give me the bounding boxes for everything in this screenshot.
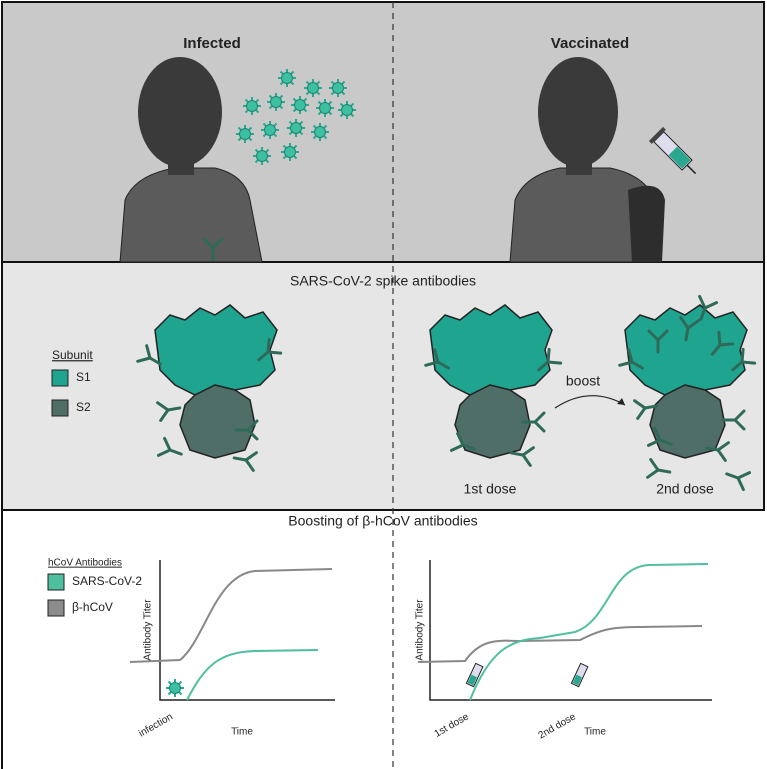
person-infected bbox=[119, 57, 263, 263]
legend-label: SARS-CoV-2 bbox=[72, 574, 142, 588]
virus bbox=[286, 118, 306, 138]
axis-label: Antibody Titer bbox=[143, 599, 154, 661]
virus bbox=[260, 120, 280, 140]
axis-label: Time bbox=[584, 727, 606, 738]
legend-swatch bbox=[47, 599, 65, 617]
legend-label: β-hCoV bbox=[72, 600, 113, 614]
legend-swatch bbox=[51, 399, 69, 417]
section-title: SARS-CoV-2 spike antibodies bbox=[290, 273, 476, 289]
axis-label: Time bbox=[231, 727, 253, 738]
virus bbox=[290, 95, 310, 115]
title: Infected bbox=[183, 35, 241, 52]
legend-title: Subunit bbox=[52, 348, 93, 362]
right-chart bbox=[417, 560, 712, 701]
dose-label: 1st dose bbox=[464, 481, 517, 497]
legend-swatch bbox=[51, 369, 69, 387]
event-label: 1st dose bbox=[433, 711, 472, 740]
virus bbox=[277, 68, 297, 88]
virus bbox=[235, 124, 255, 144]
left-chart bbox=[129, 560, 335, 701]
virus bbox=[315, 98, 335, 118]
legend-title: hCoV Antibodies bbox=[48, 558, 122, 569]
virus bbox=[280, 142, 300, 162]
legend-label: S2 bbox=[76, 400, 91, 414]
boost-arrow bbox=[554, 395, 626, 409]
section-title: Boosting of β-hCoV antibodies bbox=[288, 513, 477, 529]
person-vaccinated bbox=[509, 57, 697, 263]
virus bbox=[266, 92, 286, 112]
middle-panel bbox=[1, 261, 765, 511]
virus bbox=[310, 122, 330, 142]
boost-label: boost bbox=[566, 373, 600, 389]
legend-swatch bbox=[47, 573, 65, 591]
dose-label: 2nd dose bbox=[656, 481, 714, 497]
event-label: infection bbox=[137, 711, 175, 739]
arrowhead bbox=[617, 398, 625, 405]
virus bbox=[252, 146, 272, 166]
event-label: 2nd dose bbox=[537, 711, 579, 741]
virus bbox=[328, 78, 348, 98]
virus bbox=[337, 100, 357, 120]
virus bbox=[242, 96, 262, 116]
legend-label: S1 bbox=[76, 370, 91, 384]
axis-label: Antibody Titer bbox=[415, 599, 426, 661]
title: Vaccinated bbox=[551, 35, 629, 52]
virus bbox=[303, 78, 323, 98]
